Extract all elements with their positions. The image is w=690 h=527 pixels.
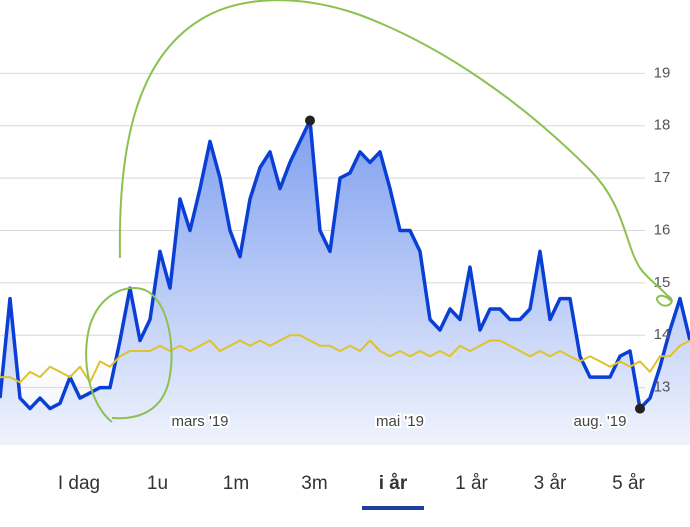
x-tick-label: aug. '19 xyxy=(574,413,627,430)
y-tick-label: 16 xyxy=(654,221,671,238)
tab[interactable]: 3 år xyxy=(534,473,567,494)
x-tick-label: mars '19 xyxy=(171,413,228,430)
annotation xyxy=(85,0,673,423)
y-tick-label: 18 xyxy=(654,117,671,134)
y-tick-label: 19 xyxy=(654,64,671,81)
line xyxy=(0,118,690,411)
y-tick-label: 13 xyxy=(654,379,671,396)
tab[interactable]: I dag xyxy=(58,473,100,494)
x-tick-label: mai '19 xyxy=(376,413,424,430)
tab[interactable]: 3m xyxy=(301,473,327,494)
extreme-marker xyxy=(305,115,315,126)
annotation-arc xyxy=(118,0,673,307)
line xyxy=(0,334,690,384)
tab[interactable]: 1u xyxy=(147,473,168,494)
tab[interactable]: 1m xyxy=(223,473,249,494)
annotation-circle xyxy=(85,287,173,423)
y-tick-label: 15 xyxy=(654,274,671,291)
tab[interactable]: i år xyxy=(379,473,408,494)
y-tick-label: 14 xyxy=(654,326,671,343)
tab[interactable]: 5 år xyxy=(612,473,645,494)
y-tick-label: 17 xyxy=(654,169,671,186)
extreme-marker xyxy=(635,403,645,414)
tab-underline xyxy=(362,506,424,510)
tab[interactable]: 1 år xyxy=(455,473,488,494)
